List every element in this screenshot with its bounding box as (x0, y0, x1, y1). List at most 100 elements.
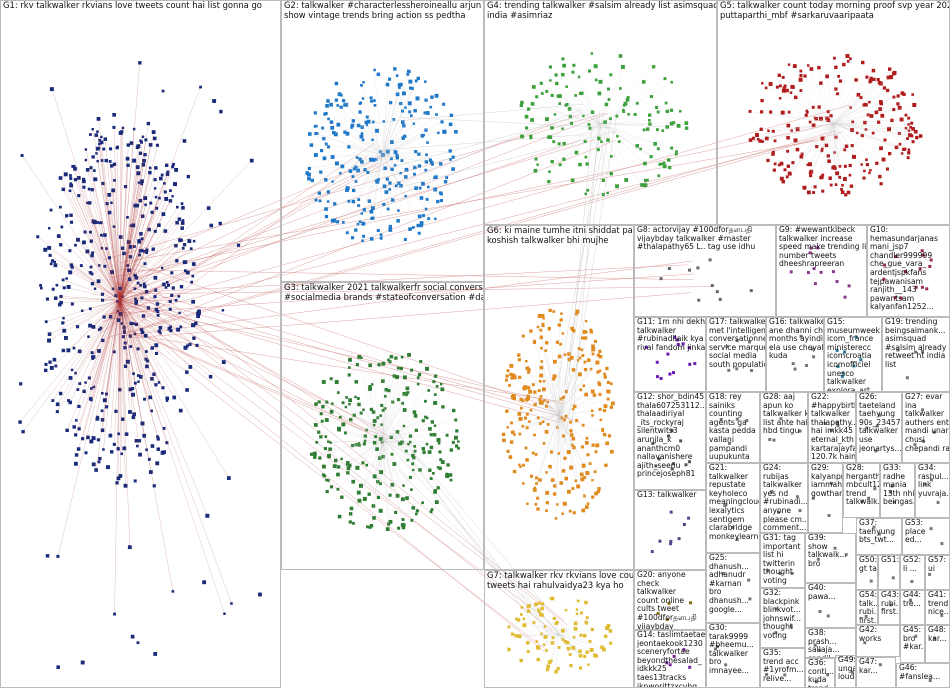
node (172, 395, 177, 400)
node (446, 463, 450, 467)
node (504, 378, 508, 382)
node (359, 134, 364, 139)
node (340, 457, 343, 461)
node (515, 617, 519, 621)
node (397, 526, 401, 530)
node (886, 75, 891, 80)
node (93, 177, 97, 181)
node (368, 387, 372, 391)
node (53, 260, 56, 264)
node (899, 296, 903, 300)
node (77, 427, 81, 431)
edge (558, 414, 584, 466)
node (320, 149, 324, 153)
node (221, 309, 225, 312)
edge (72, 166, 121, 301)
group-label: G57: (928, 555, 947, 564)
node (401, 136, 405, 140)
edge (119, 205, 136, 301)
node (364, 120, 368, 125)
node (537, 314, 542, 319)
node (766, 569, 770, 573)
node (781, 88, 786, 93)
node (372, 99, 376, 103)
node (564, 476, 569, 481)
edge (116, 282, 554, 412)
node (451, 155, 455, 159)
node (539, 335, 544, 340)
node (602, 409, 607, 413)
node (719, 418, 723, 422)
node (546, 664, 550, 669)
edge (119, 299, 175, 398)
group-label: G36: (808, 658, 827, 667)
node (560, 628, 565, 633)
edge (564, 123, 601, 144)
group-panel: G22:#happybirth...talkwalkerthalapathy..… (808, 392, 856, 463)
node (606, 191, 609, 195)
node (510, 632, 515, 636)
node (191, 299, 196, 304)
node (402, 484, 405, 487)
node (345, 396, 348, 399)
group-label: G4: trending talkwalker #salsim already … (487, 0, 717, 10)
node (448, 473, 453, 477)
node (842, 62, 846, 67)
node (327, 117, 330, 121)
node (133, 287, 137, 291)
group-label: rubijas (763, 471, 789, 481)
node (816, 557, 820, 561)
edge (70, 183, 121, 301)
node (910, 121, 914, 125)
node (67, 399, 71, 402)
node (312, 451, 317, 456)
group-label: authers enta (905, 417, 950, 427)
node (395, 153, 399, 158)
node (771, 152, 775, 156)
node (670, 429, 674, 433)
node (536, 163, 539, 166)
node (385, 527, 390, 531)
node (321, 473, 325, 477)
edge (833, 123, 888, 170)
node (526, 107, 531, 111)
node (542, 442, 546, 445)
node (570, 178, 575, 183)
node (105, 247, 108, 250)
node (324, 214, 329, 219)
node (918, 134, 923, 138)
node (131, 392, 136, 397)
node (55, 402, 60, 407)
node (517, 358, 521, 362)
node (936, 500, 940, 504)
edge (550, 80, 601, 124)
node (367, 492, 371, 496)
edge (119, 299, 160, 383)
node (557, 323, 561, 327)
node (318, 456, 322, 460)
edge (833, 123, 865, 172)
group-label: talkwalker (827, 377, 867, 387)
group-label: jeontaekook1230 (637, 638, 703, 648)
node (510, 421, 514, 425)
node (324, 435, 328, 438)
group-panel: G18: rey sainiks counting agents ga kasta pe… (706, 392, 760, 463)
node (849, 184, 854, 188)
node (230, 602, 233, 605)
node (591, 347, 596, 352)
node (921, 253, 925, 257)
node (336, 487, 340, 491)
node (581, 463, 586, 468)
edge (523, 618, 560, 636)
node (896, 94, 900, 98)
node (189, 247, 193, 251)
edge (382, 154, 428, 200)
group-label: kar... (859, 665, 878, 675)
group-label: india #asimriaz (487, 9, 553, 20)
node (915, 135, 919, 140)
edge (833, 123, 911, 128)
node (136, 641, 140, 645)
node (879, 101, 884, 106)
node (557, 354, 562, 359)
